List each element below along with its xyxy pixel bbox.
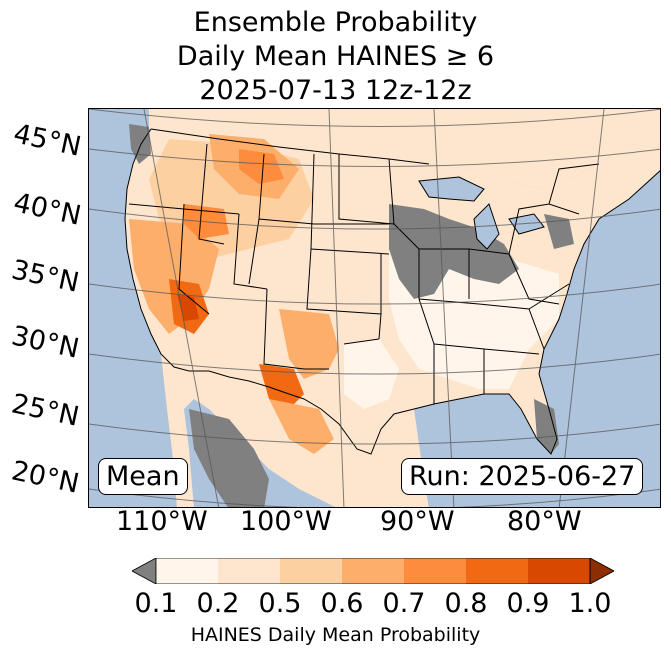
colorbar-tick-label: 0.5 xyxy=(258,588,302,619)
title-line-2: Daily Mean HAINES ≥ 6 xyxy=(176,41,495,72)
lon-label-100: 100°W xyxy=(240,506,332,537)
stat-box: Mean xyxy=(98,458,188,495)
title-line-1: Ensemble Probability xyxy=(193,7,478,38)
lon-label-110: 110°W xyxy=(116,506,208,537)
lon-label-90: 90°W xyxy=(380,506,455,537)
missing-florida xyxy=(534,399,559,454)
lat-label-20: 20°N xyxy=(8,455,82,500)
colorbar-bin xyxy=(528,558,591,584)
colorbar-bins xyxy=(156,558,591,584)
colorbar xyxy=(132,558,614,584)
colorbar-tick-label: 0.1 xyxy=(134,588,178,619)
graticule xyxy=(89,109,660,507)
prob-mexico xyxy=(269,399,334,454)
canada-land xyxy=(149,109,660,189)
colorbar-bin xyxy=(466,558,529,584)
lat-label-40: 40°N xyxy=(10,187,84,232)
colorbar-bin xyxy=(404,558,467,584)
prob-nm-tx xyxy=(279,309,339,379)
missing-great-lakes xyxy=(389,204,519,299)
map-canvas xyxy=(89,109,660,507)
missing-mexico xyxy=(189,409,269,507)
colorbar-tick-label: 0.2 xyxy=(196,588,240,619)
colorbar-bin xyxy=(156,558,219,584)
colorbar-tick-label: 0.6 xyxy=(320,588,364,619)
lat-label-35: 35°N xyxy=(8,254,82,299)
colorbar-under-arrow xyxy=(132,558,157,584)
colorbar-tick-label: 0.7 xyxy=(382,588,426,619)
colorbar-tick-label: 0.9 xyxy=(506,588,550,619)
lat-label-45: 45°N xyxy=(10,118,84,163)
prob-west-texas xyxy=(259,364,304,409)
prob-nw-core xyxy=(239,149,284,184)
colorbar-label: HAINES Daily Mean Probability xyxy=(190,624,481,646)
lat-label-25: 25°N xyxy=(8,388,82,433)
run-box: Run: 2025-06-27 xyxy=(401,458,644,495)
great-lakes xyxy=(418,176,545,250)
map-panel xyxy=(88,108,661,508)
colorbar-bin xyxy=(280,558,343,584)
colorbar-outline xyxy=(155,558,591,584)
colorbar-tick-label: 0.8 xyxy=(444,588,488,619)
colorbar-tick-label: 1.0 xyxy=(568,588,612,619)
lon-label-80: 80°W xyxy=(507,506,582,537)
state-borders xyxy=(124,128,660,455)
colorbar-bin xyxy=(342,558,405,584)
lat-label-30: 30°N xyxy=(8,320,82,365)
title-line-3: 2025-07-13 12z-12z xyxy=(199,75,472,106)
missing-southeast xyxy=(544,214,574,249)
colorbar-over-arrow xyxy=(589,558,614,584)
colorbar-bin xyxy=(218,558,281,584)
